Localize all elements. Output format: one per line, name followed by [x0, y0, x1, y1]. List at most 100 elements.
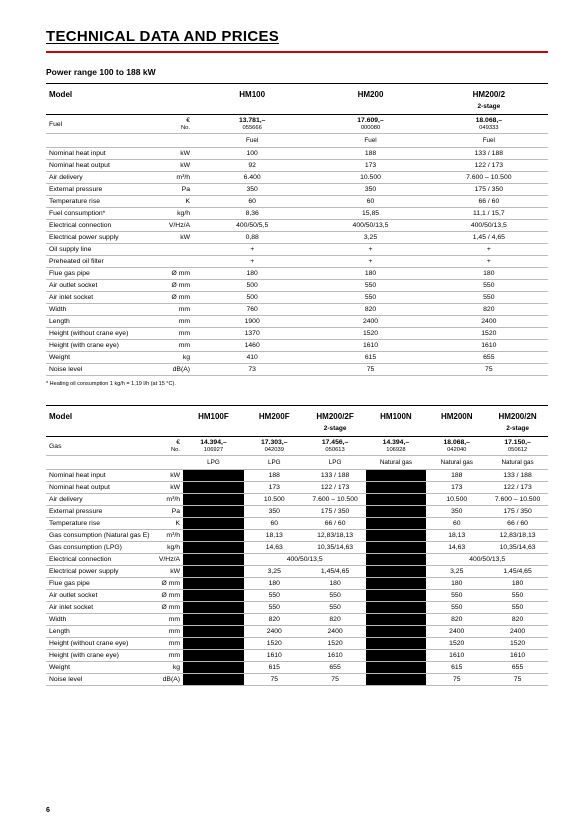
cell: + — [430, 256, 548, 268]
row-label: Height (with crane eye) — [46, 650, 151, 662]
cell: 10,35/14,63 — [305, 542, 366, 554]
cell — [366, 674, 427, 686]
cell — [366, 506, 427, 518]
row-label: Width — [46, 304, 161, 316]
cell: 1520 — [311, 328, 429, 340]
cell: 820 — [426, 614, 487, 626]
cell — [183, 626, 244, 638]
cell: 550 — [487, 602, 548, 614]
row-label: Nominal heat input — [46, 148, 161, 160]
cell: 2400 — [426, 626, 487, 638]
cell — [366, 494, 427, 506]
cell: 655 — [487, 662, 548, 674]
cell: 60 — [244, 518, 305, 530]
cell: 350 — [311, 184, 429, 196]
cell: 133 / 188 — [487, 470, 548, 482]
cell: 1520 — [305, 638, 366, 650]
cell: 400/50/13,5 — [426, 554, 548, 566]
cell: + — [193, 256, 311, 268]
row-label: Air outlet socket — [46, 590, 151, 602]
cell: 1520 — [487, 638, 548, 650]
cell: 550 — [311, 292, 429, 304]
cell: 550 — [430, 292, 548, 304]
price-1: 17.609,–000080 — [311, 115, 429, 134]
cell: 18,13 — [426, 530, 487, 542]
cell: 18,13 — [244, 530, 305, 542]
fuel-type-5: Natural gas — [487, 456, 548, 470]
model-label: Model — [46, 406, 183, 424]
row-label: Electrical power supply — [46, 232, 161, 244]
cell: 122 / 173 — [430, 160, 548, 172]
cell: 180 — [487, 578, 548, 590]
row-label: Air delivery — [46, 172, 161, 184]
model-label: Model — [46, 84, 193, 102]
row-label: Width — [46, 614, 151, 626]
cell: + — [311, 256, 429, 268]
cell: 1900 — [193, 316, 311, 328]
cell: 615 — [244, 662, 305, 674]
row-label: Nominal heat input — [46, 470, 151, 482]
cell: 14,63 — [426, 542, 487, 554]
cell — [366, 470, 427, 482]
cell: 173 — [311, 160, 429, 172]
row-label: Fuel consumption* — [46, 208, 161, 220]
cell: 2400 — [311, 316, 429, 328]
cell — [183, 590, 244, 602]
model-col-1: HM200F — [244, 406, 305, 424]
cell: 180 — [244, 578, 305, 590]
cell: 820 — [244, 614, 305, 626]
row-label: Temperature rise — [46, 518, 151, 530]
cell: 1520 — [430, 328, 548, 340]
cell — [183, 494, 244, 506]
price-2: 18.068,–049333 — [430, 115, 548, 134]
fuel-label: Fuel — [46, 115, 161, 134]
cell: 350 — [193, 184, 311, 196]
model-col-0: HM100F — [183, 406, 244, 424]
cell — [366, 554, 427, 566]
cell: 75 — [430, 364, 548, 376]
fuel-type-0: LPG — [183, 456, 244, 470]
cell: 550 — [305, 590, 366, 602]
cell: 820 — [311, 304, 429, 316]
fuel-label: Gas — [46, 437, 151, 456]
cell: 400/50/13,5 — [430, 220, 548, 232]
model-col-4: HM200N — [426, 406, 487, 424]
cell: 1610 — [487, 650, 548, 662]
fuel-type-1: LPG — [244, 456, 305, 470]
cell: 66 / 60 — [305, 518, 366, 530]
cell: 188 — [244, 470, 305, 482]
row-label: Weight — [46, 662, 151, 674]
cell: 655 — [430, 352, 548, 364]
cell — [366, 518, 427, 530]
table-1: ModelHM100HM200HM200/22-stageFuel€No.13.… — [46, 83, 548, 376]
cell: 75 — [426, 674, 487, 686]
model-col-1: HM200 — [311, 84, 429, 102]
row-label: Gas consumption (LPG) — [46, 542, 151, 554]
cell: 550 — [487, 590, 548, 602]
cell — [366, 578, 427, 590]
cell: + — [311, 244, 429, 256]
price-2: 17.456,–050613 — [305, 437, 366, 456]
cell — [183, 506, 244, 518]
cell — [183, 602, 244, 614]
cell: 60 — [311, 196, 429, 208]
cell: 1,45/4,65 — [305, 566, 366, 578]
cell: 1610 — [305, 650, 366, 662]
model-col-0: HM100 — [193, 84, 311, 102]
fuel-type-2: Fuel — [430, 134, 548, 148]
cell: 500 — [193, 292, 311, 304]
cell: 3,25 — [244, 566, 305, 578]
model-col-5: HM200/2N — [487, 406, 548, 424]
row-label: Height (without crane eye) — [46, 328, 161, 340]
cell: 73 — [193, 364, 311, 376]
cell: 1610 — [430, 340, 548, 352]
cell: 655 — [305, 662, 366, 674]
cell: 550 — [244, 602, 305, 614]
cell — [366, 626, 427, 638]
cell: + — [193, 244, 311, 256]
cell: 550 — [305, 602, 366, 614]
row-label: External pressure — [46, 506, 151, 518]
cell: 12,83/18,13 — [487, 530, 548, 542]
table-2: ModelHM100FHM200FHM200/2FHM100NHM200NHM2… — [46, 405, 548, 686]
cell — [183, 542, 244, 554]
